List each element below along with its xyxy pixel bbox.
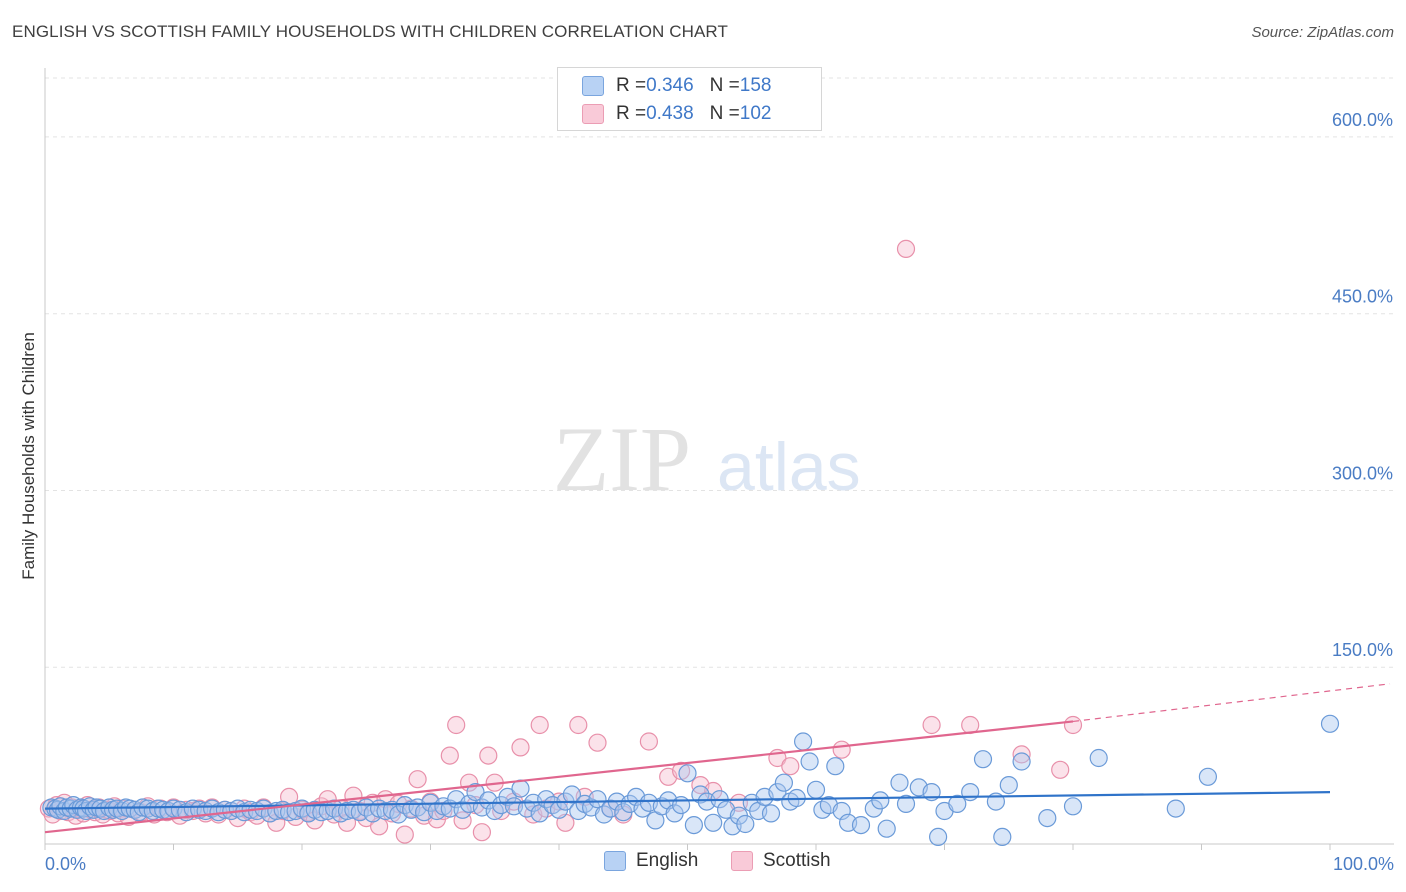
x-tick-label-min: 0.0% xyxy=(45,854,86,874)
english-point-139 xyxy=(871,791,890,810)
scottish-point-82 xyxy=(530,715,549,735)
english-point-155 xyxy=(1063,797,1083,816)
scottish-point-103 xyxy=(1051,760,1070,779)
scottish-point-104 xyxy=(1063,715,1083,735)
english-point-153 xyxy=(1012,752,1031,771)
scottish-point-80 xyxy=(511,738,530,757)
english-point-131 xyxy=(806,780,826,799)
scottish-point-102 xyxy=(1012,745,1031,764)
english-point-135 xyxy=(832,801,851,821)
english-point-152 xyxy=(999,775,1018,795)
scottish-point-76 xyxy=(479,746,498,765)
english-point-145 xyxy=(928,827,948,847)
english-point-125 xyxy=(768,782,787,802)
chart-title: ENGLISH VS SCOTTISH FAMILY HOUSEHOLDS WI… xyxy=(12,22,728,41)
scottish-swatch xyxy=(582,104,604,124)
english-point-110 xyxy=(671,795,691,815)
english-point-113 xyxy=(691,785,710,804)
english-point-159 xyxy=(1320,714,1340,733)
english-point-130 xyxy=(800,752,819,771)
legend-english-label: English xyxy=(636,850,699,871)
legend-scottish-label: Scottish xyxy=(763,850,831,871)
english-point-124 xyxy=(761,804,781,823)
trend-lines xyxy=(44,683,1391,834)
english-n-value: 158 xyxy=(739,75,772,96)
scottish-point-99 xyxy=(896,239,916,258)
y-axis-tick-labels: 150.0% 300.0% 450.0% 600.0% xyxy=(1332,110,1393,660)
english-point-157 xyxy=(1166,799,1185,818)
scottish-point-65 xyxy=(408,770,427,789)
scottish-point-75 xyxy=(472,823,491,842)
x-axis-ticks xyxy=(44,844,1331,850)
english-point-120 xyxy=(736,814,755,834)
english-point-141 xyxy=(890,773,909,792)
legend-row-scottish: R = 0.438 N = 102 xyxy=(582,102,771,126)
scottish-point-86 xyxy=(569,715,588,735)
english-point-140 xyxy=(877,819,896,838)
english-point-149 xyxy=(973,750,993,769)
english-point-111 xyxy=(678,764,697,783)
english-points xyxy=(42,714,1340,847)
english-r-label: R = xyxy=(616,75,647,96)
scottish-n-label: N = xyxy=(709,103,740,124)
scottish-point-63 xyxy=(395,825,414,844)
y-tick-label-150: 150.0% xyxy=(1332,640,1393,660)
english-point-147 xyxy=(948,794,967,814)
watermark-zip: ZIP xyxy=(553,408,691,510)
scottish-point-100 xyxy=(922,715,941,735)
scottish-n-value: 102 xyxy=(739,103,772,124)
scottish-trend-line xyxy=(44,720,1074,834)
english-point-97 xyxy=(588,790,607,809)
english-point-137 xyxy=(851,815,871,835)
english-point-156 xyxy=(1089,748,1108,768)
english-r-value: 0.346 xyxy=(646,75,694,96)
y-tick-label-300: 300.0% xyxy=(1332,463,1393,483)
scottish-point-97 xyxy=(781,757,800,776)
english-point-129 xyxy=(793,732,813,751)
scottish-r-label: R = xyxy=(616,103,647,124)
watermark: ZIP atlas xyxy=(553,408,861,510)
scottish-point-71 xyxy=(447,715,466,735)
english-point-115 xyxy=(704,813,723,832)
english-point-83 xyxy=(498,787,517,807)
legend-item-english: English xyxy=(604,850,698,872)
english-point-148 xyxy=(961,782,980,802)
legend-row-english: R = 0.346 N = 158 xyxy=(582,74,771,98)
correlation-legend: R = 0.346 N = 158 R = 0.438 N = 102 xyxy=(557,67,822,131)
legend-scottish-swatch xyxy=(731,851,753,871)
watermark-atlas: atlas xyxy=(717,429,861,505)
y-axis-label: Family Households with Children xyxy=(19,332,38,580)
scottish-trend-extension xyxy=(1072,683,1391,723)
scottish-point-88 xyxy=(588,733,607,752)
scottish-point-70 xyxy=(440,746,459,765)
english-point-93 xyxy=(562,785,582,804)
grid-lines xyxy=(45,77,1394,668)
scottish-point-91 xyxy=(639,732,659,751)
scottish-points xyxy=(39,239,1083,844)
legend-item-scottish: Scottish xyxy=(731,850,831,872)
english-point-134 xyxy=(826,757,845,776)
english-point-154 xyxy=(1038,808,1057,828)
source-note: Source: ZipAtlas.com xyxy=(1251,24,1394,41)
english-point-78 xyxy=(466,782,485,802)
english-point-142 xyxy=(896,794,916,814)
legend-english-swatch xyxy=(604,851,626,871)
y-tick-label-450: 450.0% xyxy=(1332,287,1393,307)
scottish-point-98 xyxy=(832,740,851,759)
english-point-126 xyxy=(774,773,794,792)
english-point-158 xyxy=(1198,767,1218,786)
english-trend-line xyxy=(44,791,1331,810)
scottish-point-72 xyxy=(453,811,472,830)
y-tick-label-600: 600.0% xyxy=(1332,110,1393,130)
english-point-112 xyxy=(684,815,704,835)
english-swatch xyxy=(582,76,604,96)
english-n-label: N = xyxy=(709,75,740,96)
scottish-r-value: 0.438 xyxy=(646,103,694,124)
x-tick-label-max: 100.0% xyxy=(1333,854,1394,874)
english-point-151 xyxy=(993,827,1012,847)
